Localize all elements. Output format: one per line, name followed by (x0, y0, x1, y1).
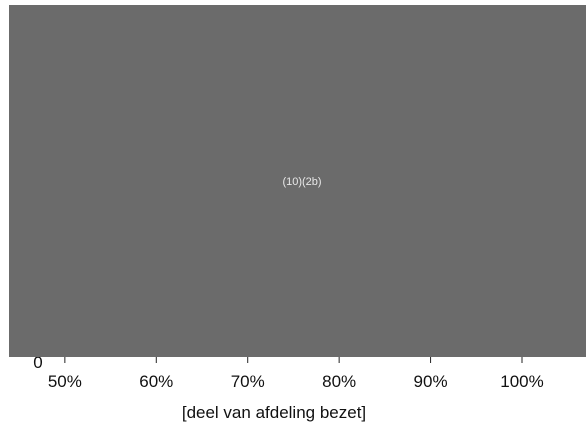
x-tick-label: 90% (414, 372, 448, 391)
x-axis-title: [deel van afdeling bezet] (182, 403, 366, 422)
x-tick-label: 50% (48, 372, 82, 391)
x-tick-label: 70% (231, 372, 265, 391)
x-tick-label: 80% (322, 372, 356, 391)
redaction-label: (10)(2b) (282, 176, 321, 188)
x-tick-label: 60% (139, 372, 173, 391)
x-tick-label: 100% (500, 372, 543, 391)
